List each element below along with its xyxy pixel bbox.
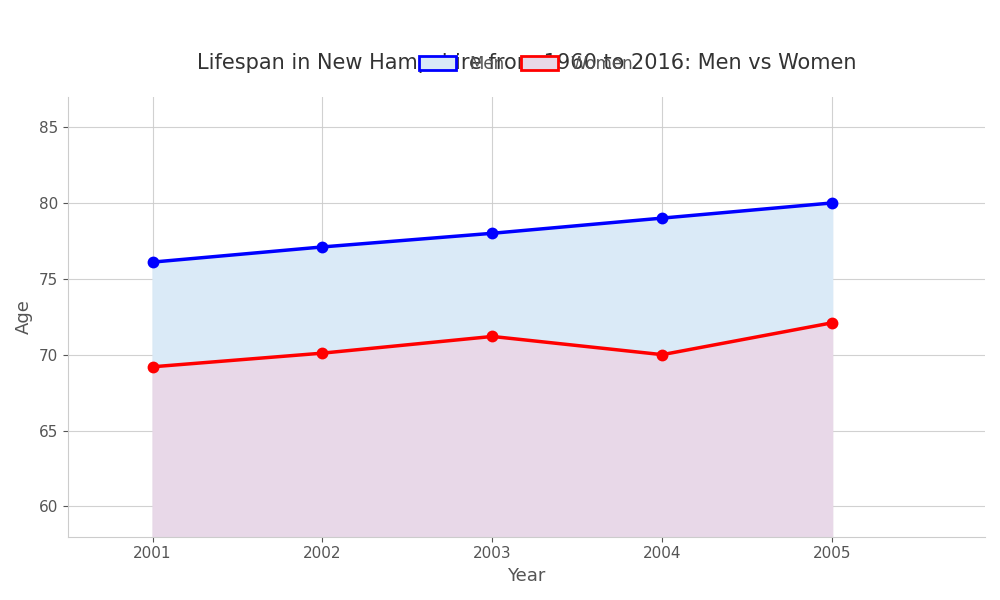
Legend: Men, Women: Men, Women	[412, 48, 640, 79]
Title: Lifespan in New Hampshire from 1960 to 2016: Men vs Women: Lifespan in New Hampshire from 1960 to 2…	[197, 53, 856, 73]
Y-axis label: Age: Age	[15, 299, 33, 334]
X-axis label: Year: Year	[507, 567, 546, 585]
